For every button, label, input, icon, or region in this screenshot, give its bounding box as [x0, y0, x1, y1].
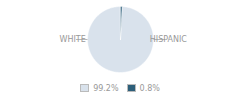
- svg-text:HISPANIC: HISPANIC: [150, 35, 188, 44]
- svg-text:WHITE: WHITE: [60, 35, 86, 44]
- html-text:0.8%: 0.8%: [139, 83, 160, 93]
- html-text:99.2%: 99.2%: [93, 83, 119, 93]
